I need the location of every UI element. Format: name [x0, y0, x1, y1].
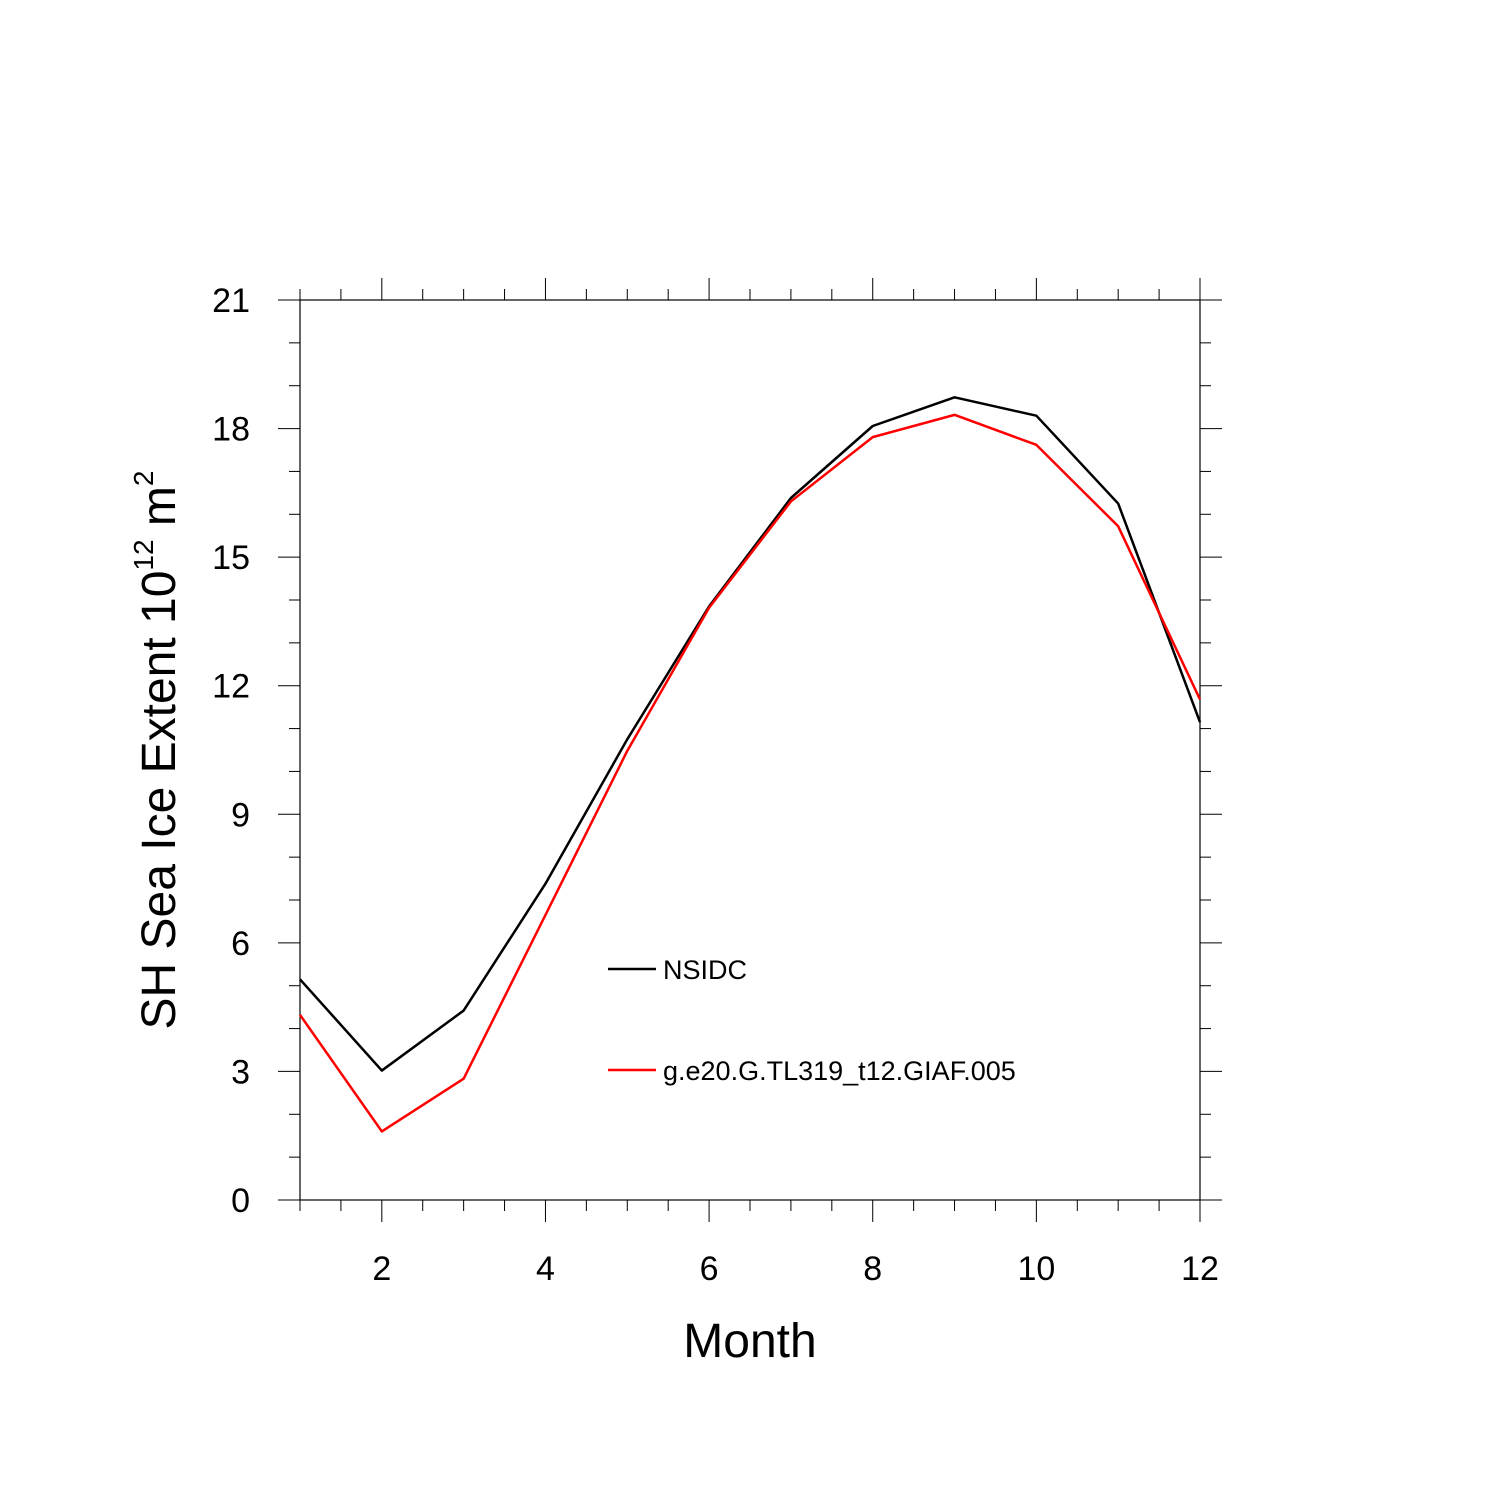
series-line-model: [298, 413, 1202, 1133]
y-tick-label: 18: [212, 411, 250, 449]
x-tick-label: 10: [1017, 1250, 1055, 1288]
axis-ticks: [278, 278, 1222, 1222]
y-tick-label: 6: [231, 925, 250, 963]
series-lines: [298, 396, 1202, 1133]
x-tick-label: 12: [1181, 1250, 1219, 1288]
x-tick-labels: 2 4 6 8 10 12: [372, 1250, 1219, 1288]
x-tick-label: 2: [372, 1250, 391, 1288]
series-line-nsidc: [299, 396, 1202, 1072]
x-axis-title: Month: [683, 1315, 816, 1368]
y-tick-label: 3: [231, 1053, 250, 1091]
legend-label-model: g.e20.G.TL319_t12.GIAF.005: [663, 1056, 1016, 1086]
y-tick-label: 9: [231, 796, 250, 834]
x-tick-label: 4: [536, 1250, 555, 1288]
y-axis-title-unit-exponent: 2: [128, 471, 159, 487]
y-tick-labels: 0 3 6 9 12 15 18 21: [212, 282, 250, 1220]
y-tick-label: 12: [212, 668, 250, 706]
y-tick-label: 21: [212, 282, 250, 320]
x-tick-label: 8: [863, 1250, 882, 1288]
y-axis-title: SH Sea Ice Extent 1012 m2: [128, 471, 186, 1030]
y-axis-title-prefix: SH Sea Ice Extent 10: [133, 571, 186, 1030]
legend: NSIDC g.e20.G.TL319_t12.GIAF.005: [608, 955, 1016, 1086]
y-axis-title-unit: m: [133, 486, 186, 539]
y-tick-label: 15: [212, 539, 250, 577]
y-tick-label: 0: [231, 1182, 250, 1220]
y-axis-title-exponent: 12: [128, 539, 159, 570]
legend-label-nsidc: NSIDC: [663, 955, 747, 985]
x-tick-label: 6: [700, 1250, 719, 1288]
